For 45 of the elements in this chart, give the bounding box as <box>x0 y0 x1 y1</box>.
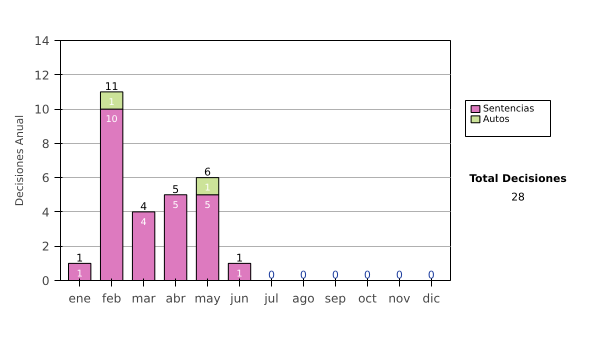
data-label: 1 <box>204 182 211 194</box>
data-label: 5 <box>172 200 179 211</box>
x-tick-label: oct <box>358 292 377 306</box>
total-label: 0 <box>300 268 308 282</box>
x-tick-label: nov <box>388 292 410 306</box>
data-label: 4 <box>140 216 147 228</box>
data-label: 5 <box>204 200 211 211</box>
text: Total Decisiones <box>469 172 567 185</box>
text: 28 <box>511 190 525 204</box>
legend-label: Sentencias <box>483 104 534 115</box>
total-label: 0 <box>332 268 340 282</box>
total-label: 0 <box>364 268 371 282</box>
total-label: 0 <box>428 268 435 282</box>
x-tick-label: feb <box>102 292 122 306</box>
total-label: 1 <box>236 251 243 264</box>
data-label: 1 <box>108 96 115 108</box>
y-tick-label: 0 <box>42 274 50 288</box>
data-label: 1 <box>76 268 83 280</box>
total-label: 4 <box>140 200 148 213</box>
x-tick-label: mar <box>132 292 156 306</box>
x-tick-label: abr <box>166 292 186 306</box>
x-tick-label: sep <box>324 292 346 306</box>
x-tick-label: may <box>194 292 221 306</box>
x-tick-label: ago <box>292 292 315 306</box>
x-tick-label: dic <box>422 292 440 306</box>
y-tick-label: 10 <box>34 102 50 117</box>
total-label: 0 <box>396 268 403 282</box>
total-label: 6 <box>204 166 212 179</box>
y-axis-title: Decisiones Anual <box>13 114 26 206</box>
x-tick-label: jul <box>263 292 279 306</box>
x-tick-label: ene <box>68 292 91 306</box>
x-tick-label: jun <box>229 292 249 306</box>
total-label: 1 <box>76 251 84 264</box>
legend-label: Autos <box>483 114 510 125</box>
data-label: 10 <box>106 114 118 126</box>
y-tick-label: 8 <box>42 136 50 151</box>
data-label: 1 <box>236 268 243 280</box>
y-tick-label: 6 <box>42 171 50 186</box>
y-tick-label: 12 <box>34 68 50 82</box>
y-tick-label: 2 <box>42 240 50 254</box>
y-tick-label: 14 <box>34 34 50 48</box>
total-label: 5 <box>172 182 179 196</box>
total-label: 0 <box>268 268 276 282</box>
y-tick-label: 4 <box>42 205 50 220</box>
total-label: 11 <box>104 80 118 93</box>
